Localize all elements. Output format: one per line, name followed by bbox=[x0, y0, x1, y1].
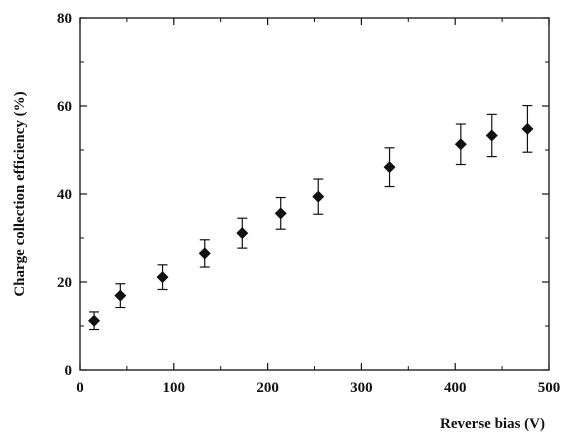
x-tick-label: 0 bbox=[76, 380, 84, 396]
data-point-marker bbox=[454, 138, 467, 151]
data-point-marker bbox=[88, 314, 101, 327]
data-point-marker bbox=[274, 207, 287, 220]
data-points bbox=[88, 104, 534, 331]
x-axis-label: Reverse bias (V) bbox=[440, 416, 545, 432]
ticks bbox=[79, 17, 550, 371]
y-tick-label: 20 bbox=[57, 275, 72, 291]
tick-labels: 0 100 200 300 400 500 0 20 40 60 80 bbox=[57, 11, 560, 396]
data-point-marker bbox=[383, 161, 396, 174]
data-point-marker bbox=[156, 271, 169, 284]
y-tick-label: 40 bbox=[57, 187, 72, 203]
x-tick-label: 200 bbox=[256, 380, 279, 396]
plot-frame bbox=[79, 17, 550, 371]
data-point-marker bbox=[312, 190, 325, 203]
y-tick-label: 80 bbox=[57, 11, 72, 27]
x-tick-label: 100 bbox=[163, 380, 186, 396]
x-tick-label: 500 bbox=[538, 380, 561, 396]
x-tick-label: 400 bbox=[444, 380, 467, 396]
data-point-marker bbox=[485, 129, 498, 142]
data-point-marker bbox=[114, 289, 127, 302]
y-tick-label: 60 bbox=[57, 99, 72, 115]
x-tick-label: 300 bbox=[350, 380, 373, 396]
data-point-marker bbox=[521, 122, 534, 135]
y-axis-label: Charge collection efficiency (%) bbox=[12, 91, 28, 296]
data-point-marker bbox=[236, 227, 249, 240]
data-point-marker bbox=[198, 247, 211, 260]
y-tick-label: 0 bbox=[65, 363, 73, 379]
